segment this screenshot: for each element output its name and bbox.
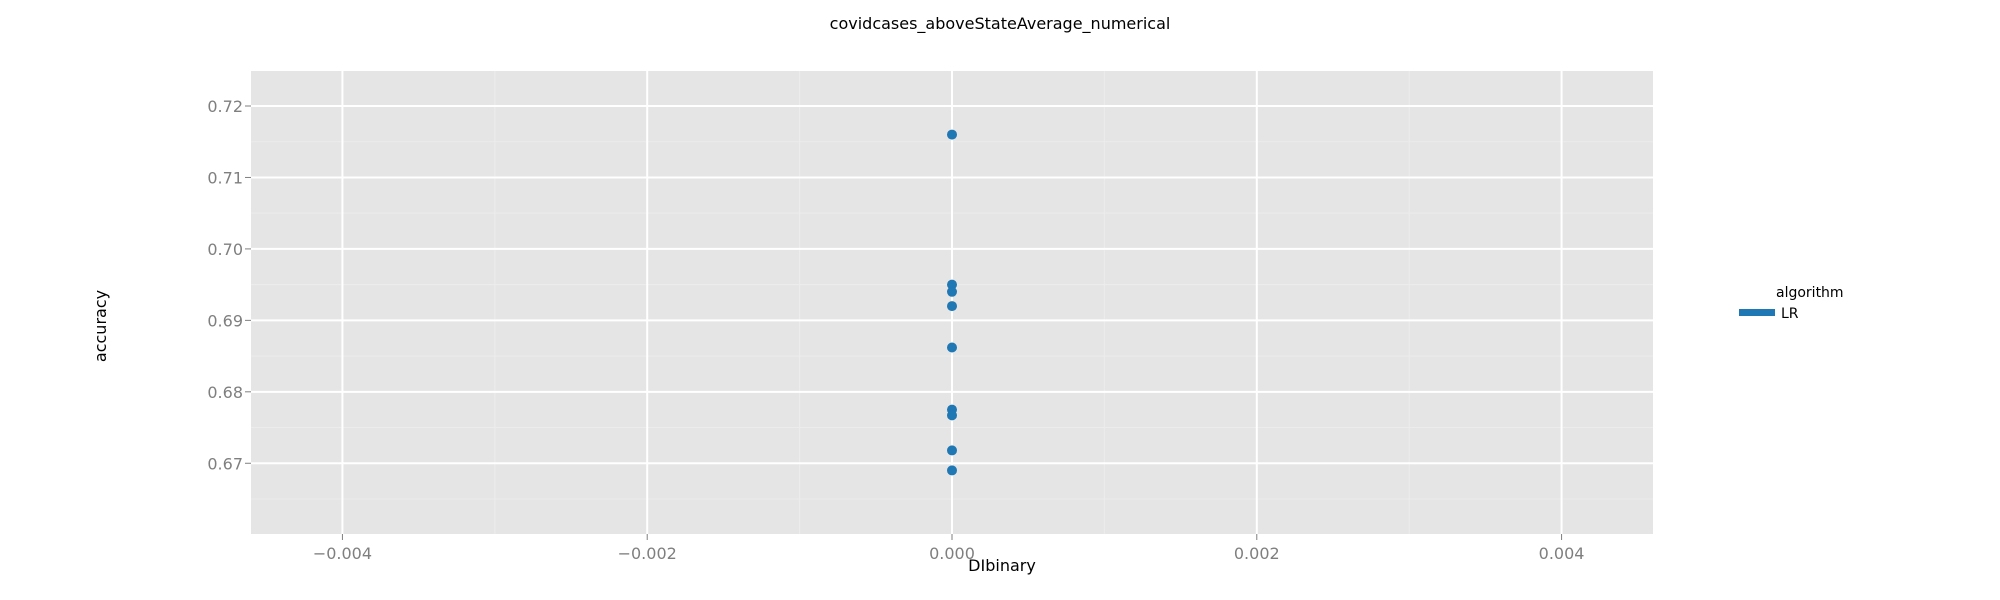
x-tick-label: 0.000 [929,544,975,563]
legend-swatch [1739,309,1775,316]
x-tick-label: −0.004 [313,544,372,563]
x-axis-label: DIbinary [968,556,1036,575]
y-tick-label: 0.69 [207,311,243,330]
data-point [947,301,957,312]
data-point [947,129,957,140]
x-axis-ticks: −0.004 −0.002 0.000 0.002 0.004 [313,534,1585,563]
data-point [947,410,957,421]
y-tick-label: 0.70 [207,240,243,259]
x-tick-label: 0.004 [1539,544,1585,563]
data-point [947,465,957,476]
x-tick-label: −0.002 [618,544,677,563]
data-point [947,279,957,290]
y-axis-label: accuracy [91,290,110,362]
data-point [947,342,957,353]
y-tick-label: 0.67 [207,454,243,473]
y-tick-label: 0.68 [207,383,243,402]
y-tick-label: 0.71 [207,168,243,187]
data-point [947,286,957,297]
legend-label: LR [1781,306,1799,322]
legend-title: algorithm [1776,285,1844,301]
y-axis-ticks: 0.67 0.68 0.69 0.70 0.71 0.72 [207,97,251,473]
data-points [947,129,957,476]
x-tick-label: 0.002 [1234,544,1280,563]
major-grid [251,71,1653,534]
data-point [947,445,957,456]
legend: algorithm LR [1739,285,1844,322]
chart-title: covidcases_aboveStateAverage_numerical [830,14,1171,34]
y-tick-label: 0.72 [207,97,243,116]
